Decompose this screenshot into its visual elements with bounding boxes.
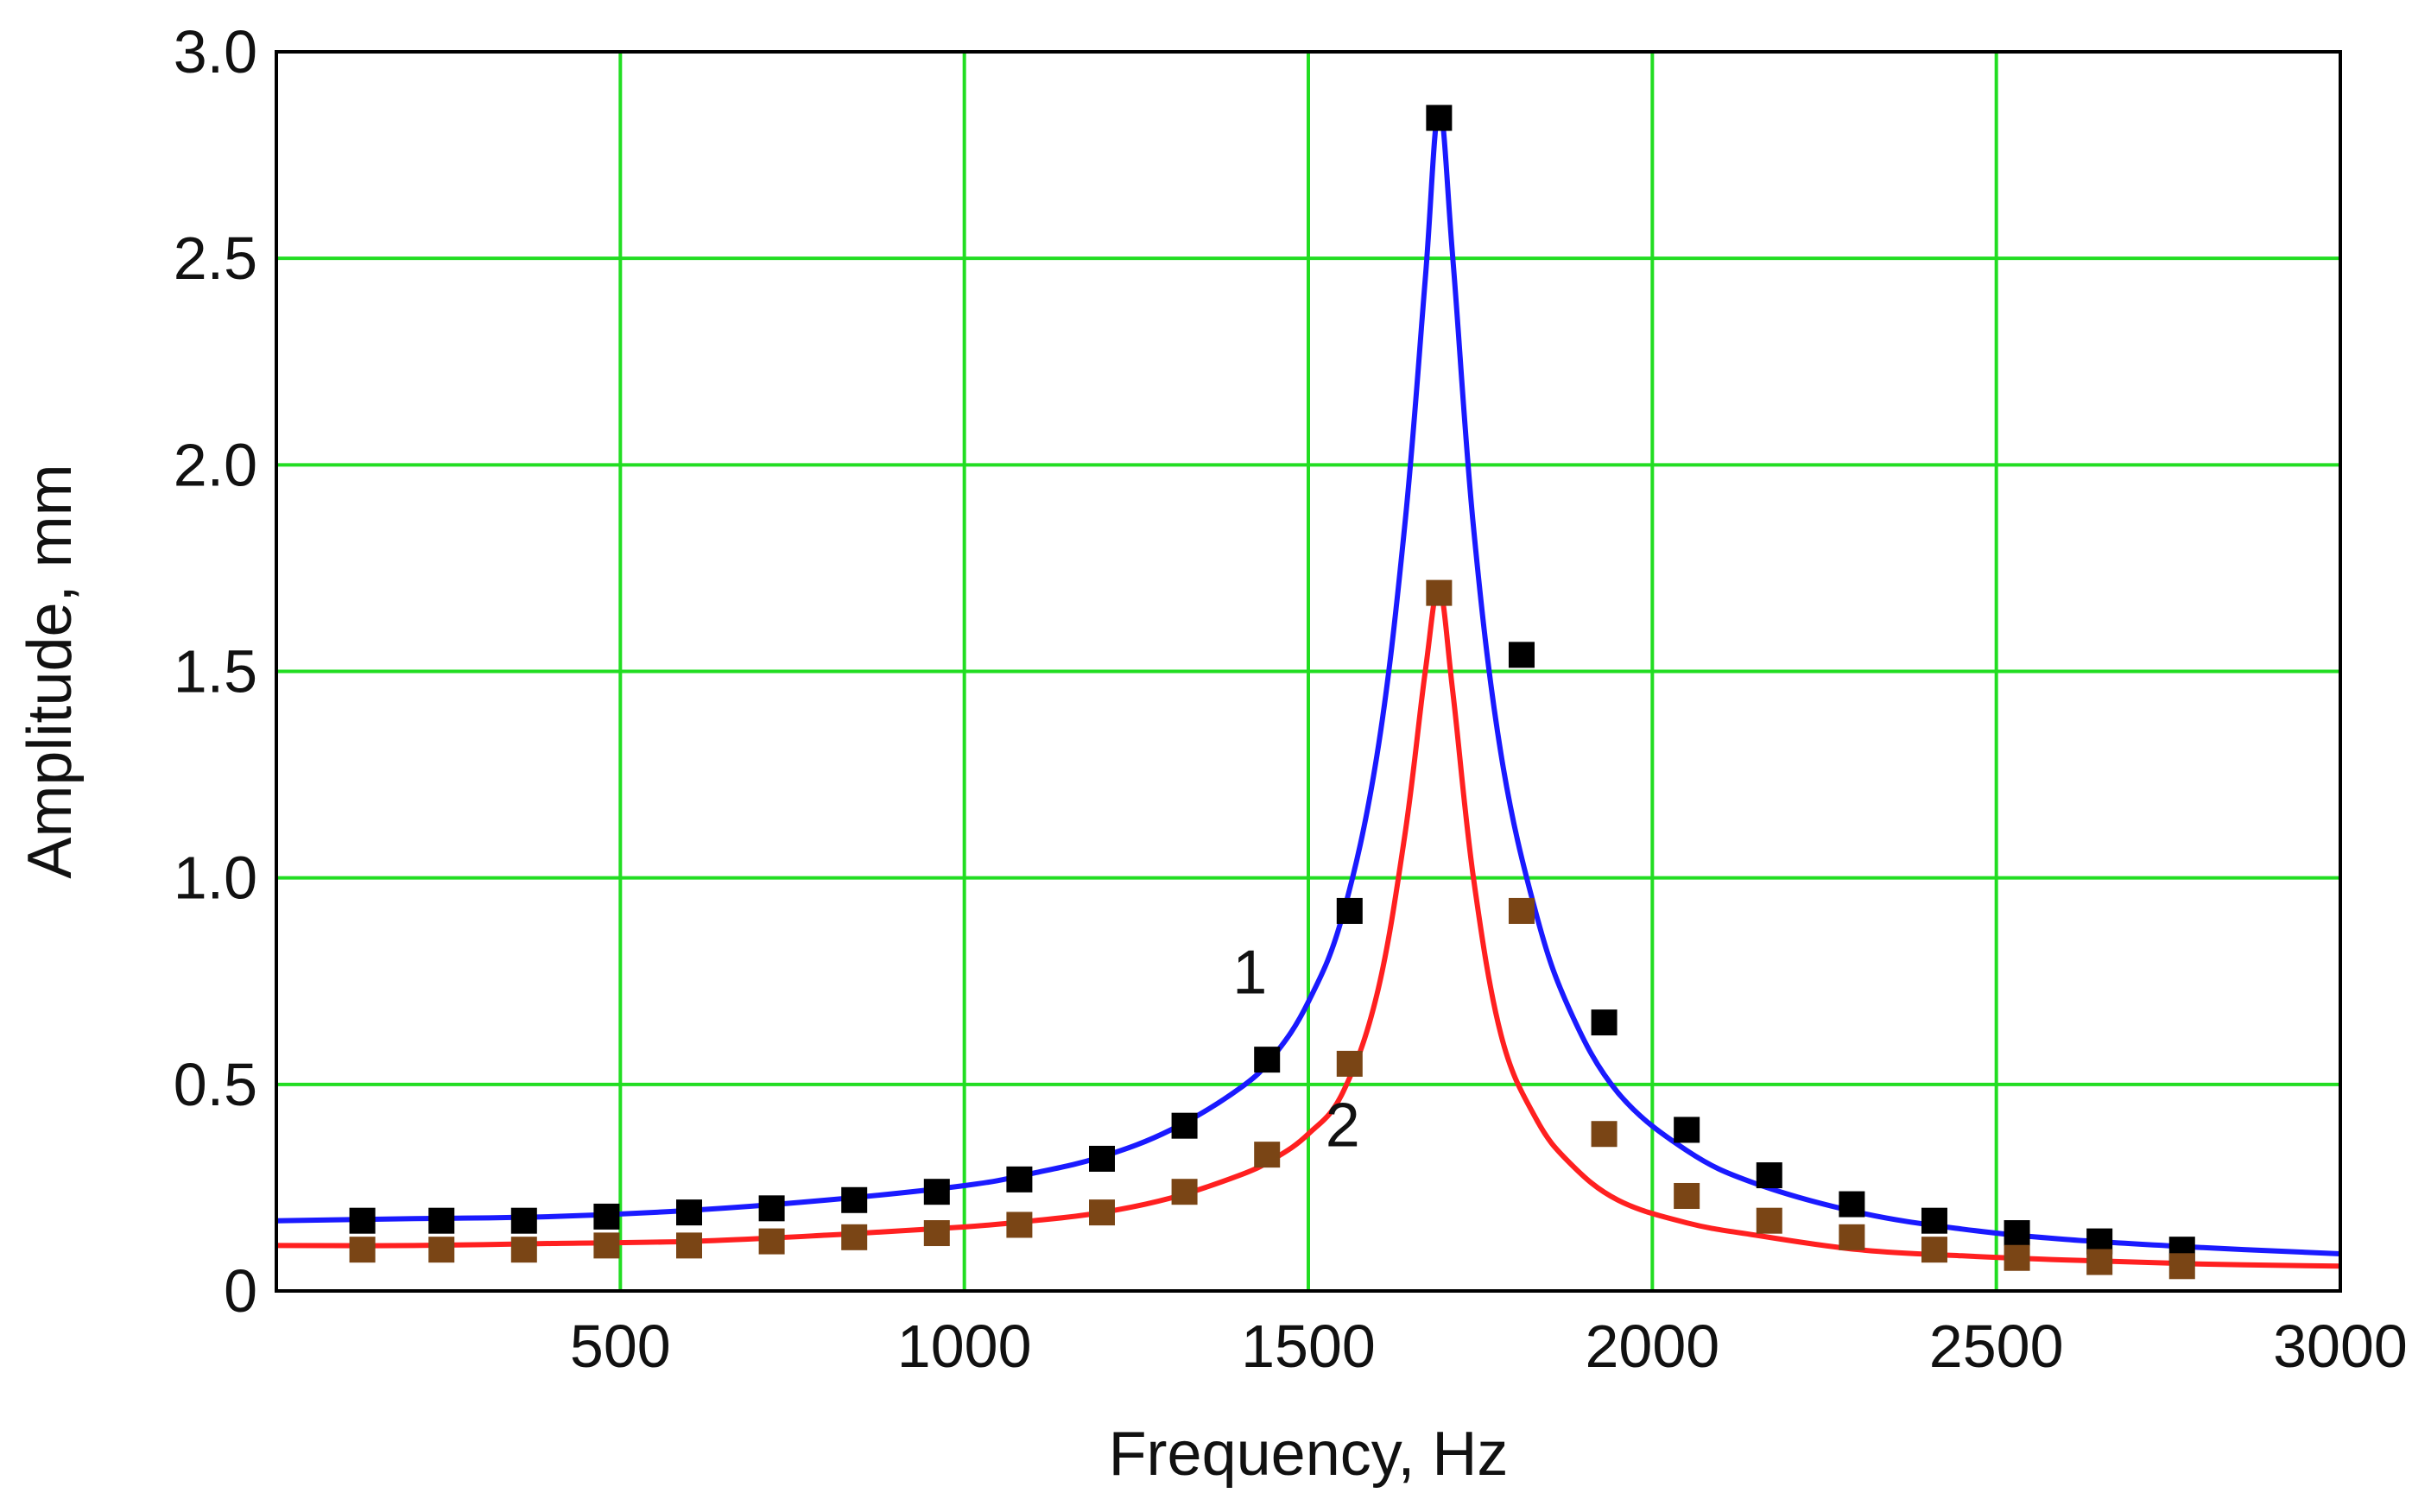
data-point	[841, 1186, 868, 1213]
data-point	[923, 1179, 950, 1205]
y-tick-label: 0	[224, 1257, 257, 1325]
plot-frame	[275, 50, 2342, 1293]
data-point	[1254, 1142, 1281, 1168]
data-point	[1336, 1050, 1363, 1077]
data-point	[593, 1203, 620, 1230]
data-point	[428, 1237, 455, 1263]
y-axis-title: Amplitude, mm	[16, 464, 85, 878]
data-point	[1756, 1207, 1782, 1234]
data-point	[2004, 1220, 2030, 1247]
data-point	[349, 1207, 376, 1234]
data-point	[841, 1224, 868, 1250]
data-point	[1921, 1237, 1947, 1263]
x-tick-label: 3000	[2273, 1313, 2408, 1380]
data-point	[1508, 642, 1535, 668]
y-tick-label: 2.0	[174, 431, 257, 498]
data-point	[1426, 104, 1453, 131]
data-point	[1336, 897, 1363, 924]
x-tick-label: 1000	[897, 1313, 1032, 1380]
data-point	[676, 1232, 702, 1259]
data-point	[1508, 897, 1535, 924]
x-axis-title: Frequency, Hz	[1109, 1420, 1509, 1489]
data-point	[1674, 1117, 1700, 1143]
curve-label-layer: 12	[1232, 939, 1360, 1161]
data-point	[676, 1199, 702, 1226]
y-tick-label: 0.5	[174, 1051, 257, 1118]
data-point	[1089, 1145, 1115, 1172]
data-point	[1591, 1121, 1618, 1148]
marker-layer	[349, 104, 2195, 1280]
data-point	[1171, 1179, 1198, 1205]
tick-layer: 500 1000 1500 2000 2500 3000 0 0.5 1.0 1.5 2.0 2.5 3…	[174, 18, 2408, 1380]
data-point	[923, 1220, 950, 1247]
curve-label-2: 2	[1326, 1091, 1360, 1161]
data-point	[1674, 1182, 1700, 1209]
data-point	[1839, 1191, 1865, 1218]
grid-layer	[276, 52, 2340, 1291]
y-tick-label: 3.0	[174, 18, 257, 85]
data-point	[428, 1207, 455, 1234]
y-tick-label: 1.0	[174, 845, 257, 912]
data-point	[1426, 579, 1453, 606]
data-point	[758, 1228, 785, 1255]
data-point	[510, 1237, 537, 1263]
data-point	[2168, 1253, 2195, 1280]
x-tick-label: 500	[570, 1313, 671, 1380]
y-tick-label: 2.5	[174, 225, 257, 292]
data-point	[1591, 1009, 1618, 1036]
data-point	[2086, 1249, 2113, 1275]
data-point	[1006, 1166, 1033, 1193]
data-point	[1006, 1211, 1033, 1238]
data-point	[1089, 1199, 1115, 1226]
data-point	[510, 1207, 537, 1234]
data-point	[1756, 1162, 1782, 1189]
data-point	[2004, 1244, 2030, 1271]
data-point	[349, 1237, 376, 1263]
curve-label-1: 1	[1232, 939, 1267, 1008]
y-tick-label: 1.5	[174, 638, 257, 705]
data-point	[758, 1195, 785, 1222]
data-point	[1171, 1112, 1198, 1139]
data-point	[1839, 1224, 1865, 1250]
data-point	[1921, 1207, 1947, 1234]
x-tick-label: 2500	[1929, 1313, 2064, 1380]
data-point	[1254, 1047, 1281, 1073]
x-tick-label: 2000	[1585, 1313, 1719, 1380]
data-point	[593, 1232, 620, 1259]
x-tick-label: 1500	[1241, 1313, 1376, 1380]
